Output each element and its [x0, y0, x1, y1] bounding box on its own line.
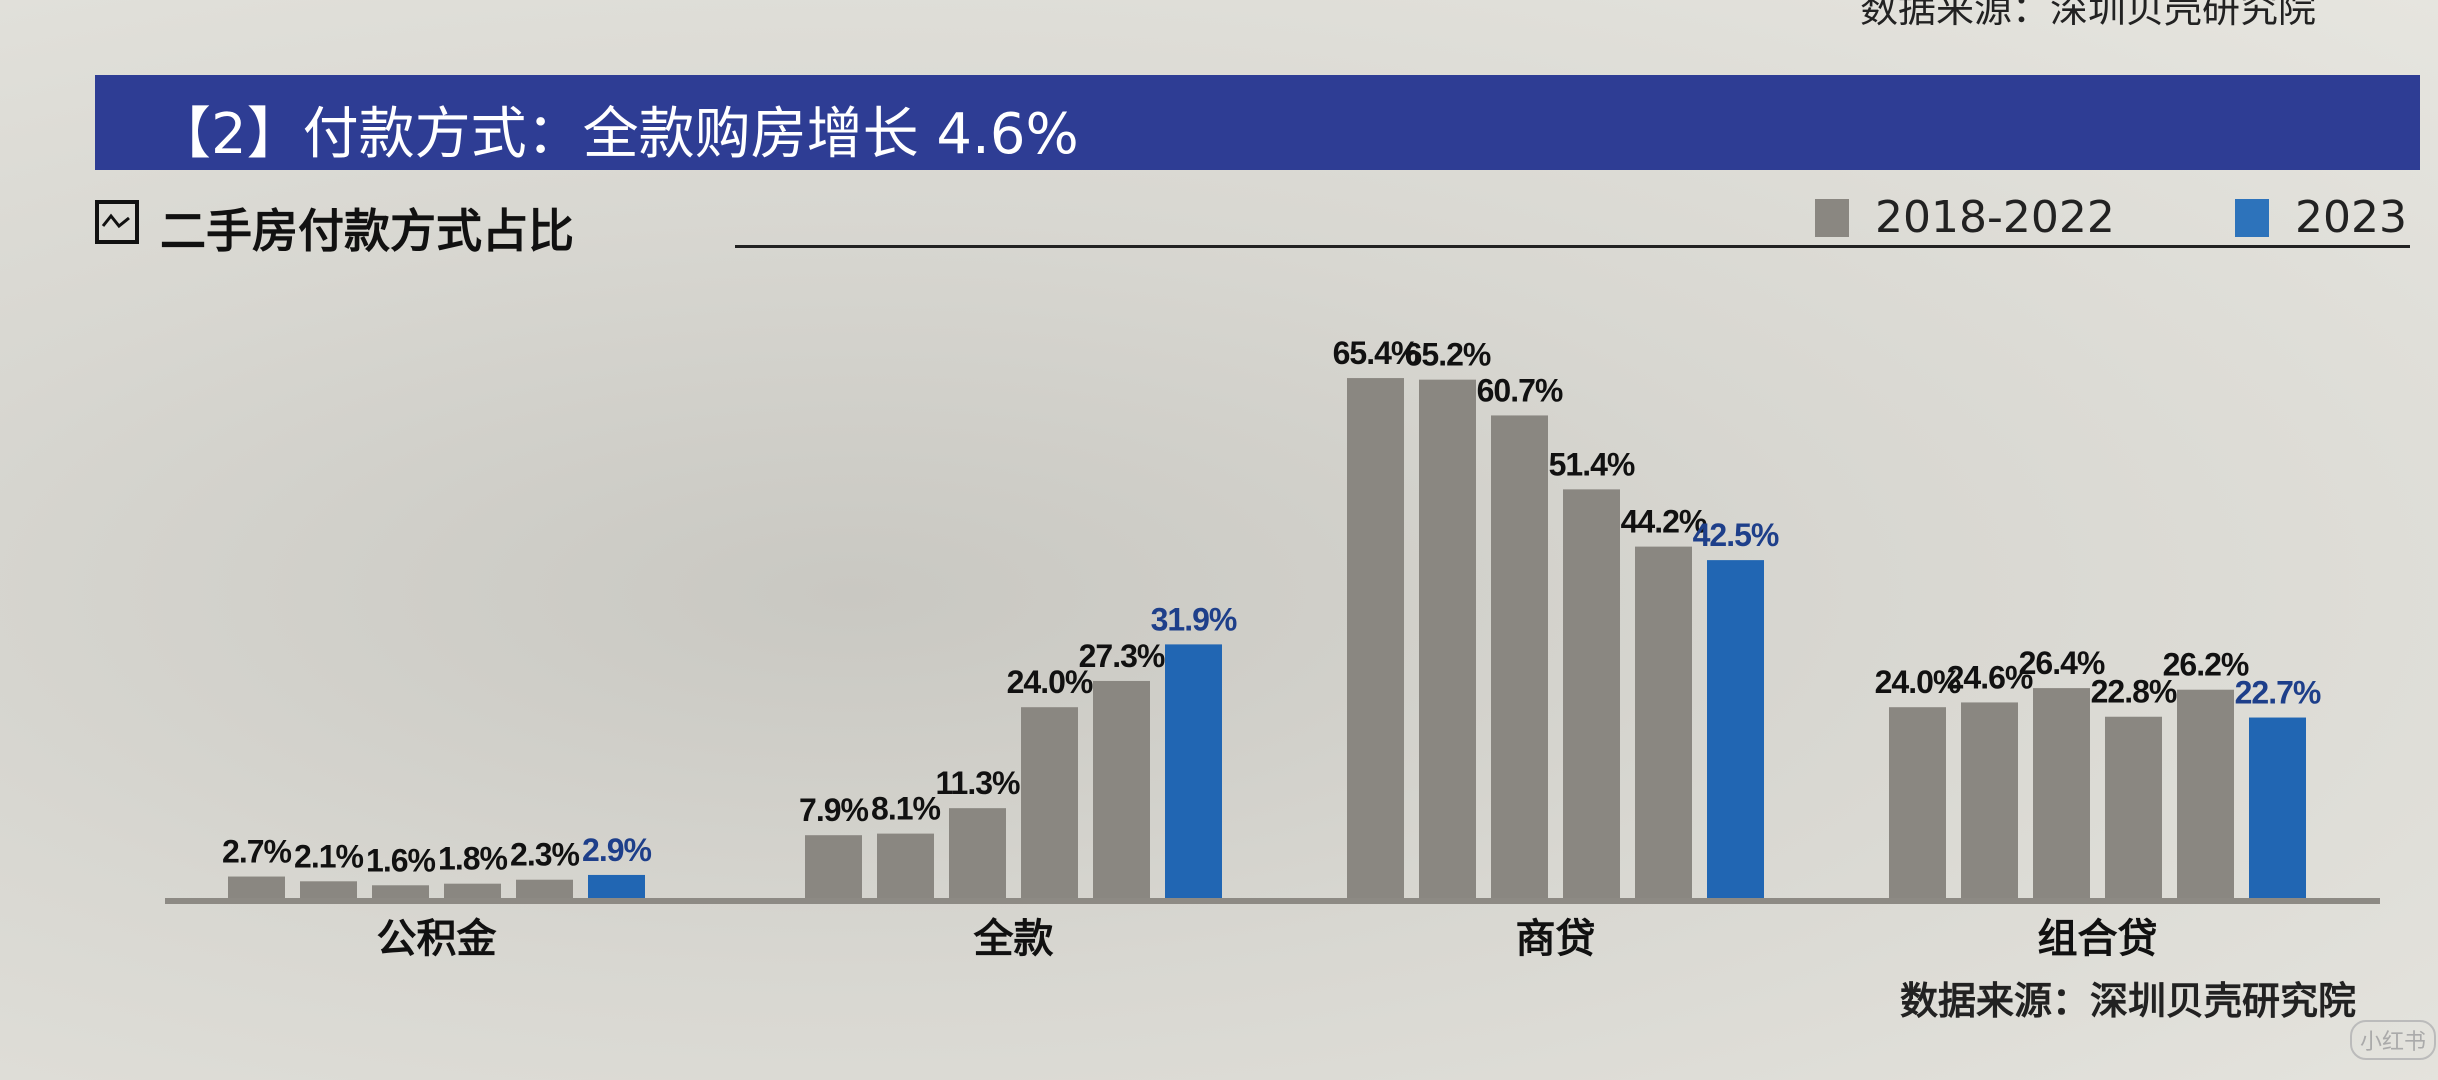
- bar-组合贷-2022: [2177, 689, 2234, 898]
- data-label: 1.6%: [366, 842, 435, 878]
- data-source: 数据来源：深圳贝壳研究院: [1900, 979, 2357, 1023]
- bar-全款-2021: [1021, 707, 1078, 898]
- data-label: 27.3%: [1079, 638, 1165, 674]
- bar-全款-2022: [1093, 680, 1150, 898]
- data-label: 44.2%: [1621, 504, 1707, 540]
- bar-全款-2020: [949, 808, 1006, 898]
- bar-全款-2019: [877, 833, 934, 898]
- data-label: 11.3%: [936, 765, 1021, 801]
- section-banner: 【2】付款方式：全款购房增长 4.6%: [95, 75, 2420, 170]
- data-label: 22.8%: [2091, 674, 2177, 710]
- data-label: 42.5%: [1693, 517, 1779, 553]
- bar-公积金-2021: [444, 883, 501, 898]
- legend-swatch-blue: [2235, 198, 2269, 237]
- data-label: 65.2%: [1405, 337, 1491, 373]
- banner-title: 【2】付款方式：全款购房增长 4.6%: [155, 102, 1079, 167]
- data-label: 24.0%: [1007, 664, 1093, 700]
- bar-组合贷-2018: [1889, 707, 1946, 898]
- legend-item-2018-2022: 2018-2022: [1815, 192, 2115, 243]
- watermark: 小红书: [2350, 1020, 2437, 1060]
- bar-公积金-2020: [372, 885, 429, 898]
- bar-组合贷-2021: [2105, 716, 2162, 898]
- x-axis-line: [165, 898, 2380, 904]
- legend-label: 2023: [2295, 192, 2407, 243]
- data-label: 60.7%: [1477, 372, 1563, 408]
- legend-item-2023: 2023: [2235, 192, 2407, 243]
- bar-组合贷-2019: [1961, 702, 2018, 898]
- bar-公积金-2023: [588, 874, 645, 898]
- data-label: 51.4%: [1549, 446, 1635, 482]
- bar-全款-2018: [805, 835, 862, 898]
- bar-商贷-2023: [1707, 560, 1764, 898]
- title-rule: [735, 245, 2410, 248]
- data-label: 26.2%: [2163, 647, 2249, 683]
- data-label: 8.1%: [871, 791, 940, 827]
- data-label: 31.9%: [1151, 601, 1237, 637]
- line-chart-icon: [95, 200, 139, 244]
- bar-商贷-2019: [1419, 379, 1476, 898]
- bar-商贷-2018: [1347, 378, 1404, 898]
- bar-商贷-2022: [1635, 546, 1692, 898]
- data-label: 26.4%: [2019, 645, 2105, 681]
- category-label: 商贷: [1516, 916, 1596, 962]
- category-label: 公积金: [377, 916, 498, 962]
- data-label: 22.7%: [2235, 675, 2321, 711]
- data-label: 24.6%: [1947, 659, 2033, 695]
- legend-swatch-gray: [1815, 198, 1849, 237]
- category-label: 全款: [973, 916, 1054, 962]
- top-source-partial: 数据来源：深圳贝壳研究院: [1860, 0, 2317, 31]
- bar-公积金-2019: [300, 881, 357, 898]
- category-label: 组合贷: [2038, 916, 2158, 962]
- chart-title: 二手房付款方式占比: [160, 204, 574, 258]
- data-label: 1.8%: [438, 841, 507, 877]
- data-label: 24.0%: [1875, 664, 1961, 700]
- data-label: 65.4%: [1333, 335, 1419, 371]
- bar-公积金-2022: [516, 879, 573, 898]
- data-label: 2.7%: [222, 834, 291, 870]
- bar-商贷-2021: [1563, 489, 1620, 898]
- data-label: 2.9%: [582, 832, 651, 868]
- data-label: 7.9%: [799, 792, 868, 828]
- data-label: 2.3%: [510, 837, 579, 873]
- bar-全款-2023: [1165, 644, 1222, 898]
- bar-公积金-2018: [228, 876, 285, 898]
- data-label: 2.1%: [294, 838, 363, 874]
- legend-label: 2018-2022: [1875, 192, 2115, 243]
- bar-商贷-2020: [1491, 415, 1548, 898]
- bar-组合贷-2020: [2033, 688, 2090, 898]
- bar-组合贷-2023: [2249, 717, 2306, 898]
